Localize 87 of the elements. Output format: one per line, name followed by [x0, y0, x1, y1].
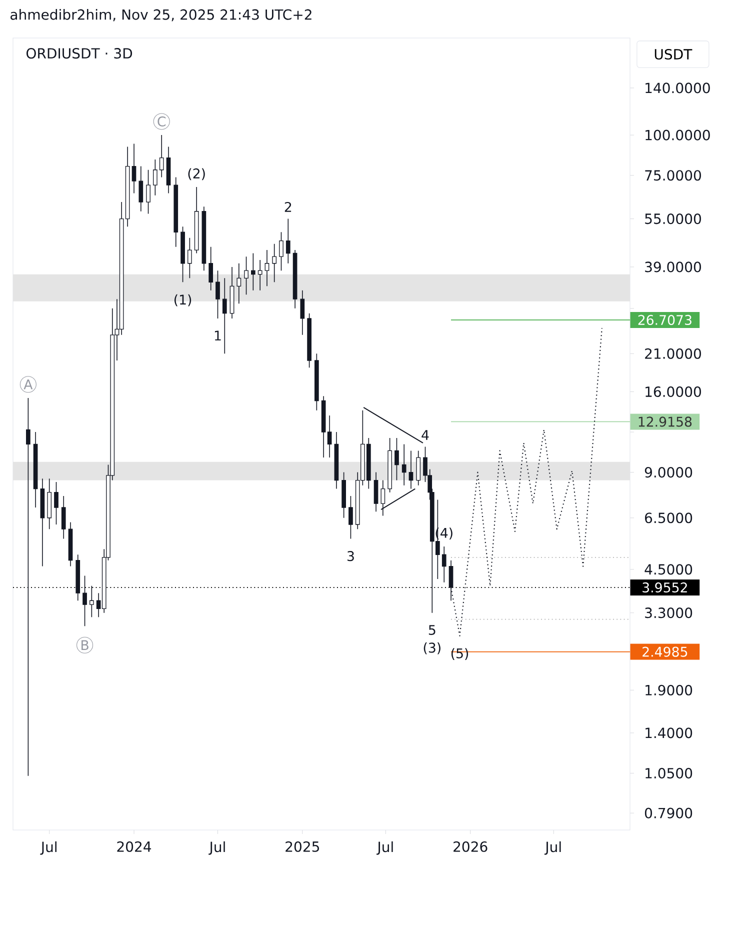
candlestick: [159, 134, 164, 178]
candlestick: [202, 206, 206, 271]
y-tick-label: 140.0000: [646, 82, 710, 94]
x-tick-label: Jul: [376, 841, 393, 855]
candlestick: [222, 278, 227, 354]
y-tick-label: 4.5000: [644, 564, 692, 575]
candlestick: [374, 472, 378, 512]
annotation: A: [24, 380, 33, 390]
candlestick: [292, 250, 298, 309]
candlestick: [166, 146, 171, 194]
y-tick-label: 0.7900: [644, 808, 692, 818]
candlestick: [236, 262, 242, 304]
ref-line-label: 26.7073: [638, 314, 692, 326]
x-tick-label: Jul: [40, 841, 56, 855]
candlestick: [321, 396, 326, 458]
annotation: 2: [284, 202, 292, 212]
x-tick-label: 2025: [286, 841, 319, 852]
candlestick: [314, 353, 319, 411]
ref-line-label: 2.4985: [642, 646, 688, 657]
candlestick: [300, 290, 305, 336]
ref-line-label: 3.9552: [642, 582, 687, 593]
candlestick: [230, 266, 234, 319]
y-tick-label: 9.0000: [644, 467, 692, 478]
x-tick-label: Jul: [544, 841, 561, 855]
candlestick: [54, 482, 58, 525]
annotation: (1): [174, 294, 192, 306]
candlestick: [264, 250, 270, 287]
candlestick: [334, 432, 339, 490]
x-tick-label: 2024: [117, 841, 152, 852]
y-tick-label: 1.4000: [646, 728, 692, 738]
candlestick: [402, 444, 406, 486]
annotation: 3: [347, 551, 354, 562]
candlestick: [152, 159, 158, 196]
candlestick: [244, 256, 248, 296]
y-tick-label: 100.0000: [646, 130, 710, 140]
candlestick: [33, 432, 38, 508]
y-tick-label: 21.0000: [645, 348, 701, 359]
y-tick-label: 1.0500: [646, 768, 692, 778]
candlestick: [250, 252, 256, 291]
candlestick: [146, 169, 150, 214]
candlestick: [138, 166, 144, 212]
candlestick: [272, 243, 277, 283]
y-tick-label: 55.0000: [645, 214, 701, 224]
y-tick-label: 1.9000: [646, 684, 692, 696]
text: ORDIUSDT · 3D: [26, 48, 132, 59]
annotation: (3): [424, 642, 440, 654]
candlestick: [388, 438, 392, 493]
candlestick: [342, 472, 346, 518]
candlestick: [47, 478, 52, 530]
annotation: 1: [214, 330, 221, 340]
candlestick: [132, 143, 136, 194]
annotation: 5: [428, 625, 436, 636]
candlestick: [279, 232, 284, 271]
y-tick-label: 3.3000: [645, 608, 692, 618]
candlestick: [61, 496, 66, 540]
candlestick: [188, 237, 192, 279]
x-tick-label: Jul: [208, 841, 225, 855]
candlestick: [82, 575, 87, 627]
candlestick: [307, 312, 312, 368]
candlestick: [208, 246, 214, 291]
x-tick-label: 2026: [454, 841, 488, 852]
candlestick: [442, 546, 446, 583]
candlestick: [216, 270, 220, 319]
candlestick: [90, 585, 94, 618]
candlestick: [327, 415, 332, 458]
y-axis-title: USDT: [654, 48, 692, 60]
candlestick: [394, 438, 399, 481]
y-tick-label: 16.0000: [646, 386, 701, 398]
annotation: (2): [188, 168, 205, 180]
candlestick: [348, 496, 353, 540]
y-tick-label: 6.5000: [645, 512, 692, 524]
candlestick: [68, 522, 73, 567]
candlestick: [76, 554, 80, 602]
y-tick-label: 75.0000: [645, 170, 701, 181]
candlestick: [286, 218, 290, 264]
annotation: B: [82, 640, 88, 650]
candlestick: [174, 176, 178, 248]
text: ahmedibr2him, Nov 25, 2025 21:43 UTC+2: [10, 9, 312, 22]
candlestick: [416, 450, 421, 486]
candlestick: [40, 478, 45, 567]
candlestick: [194, 186, 199, 254]
candlestick: [180, 226, 185, 283]
annotation: 4: [422, 430, 429, 440]
ref-line-label: 12.9158: [638, 416, 692, 427]
y-tick-label: 39.0000: [645, 262, 701, 272]
candlestick: [26, 398, 30, 776]
annotation: C: [158, 116, 166, 126]
